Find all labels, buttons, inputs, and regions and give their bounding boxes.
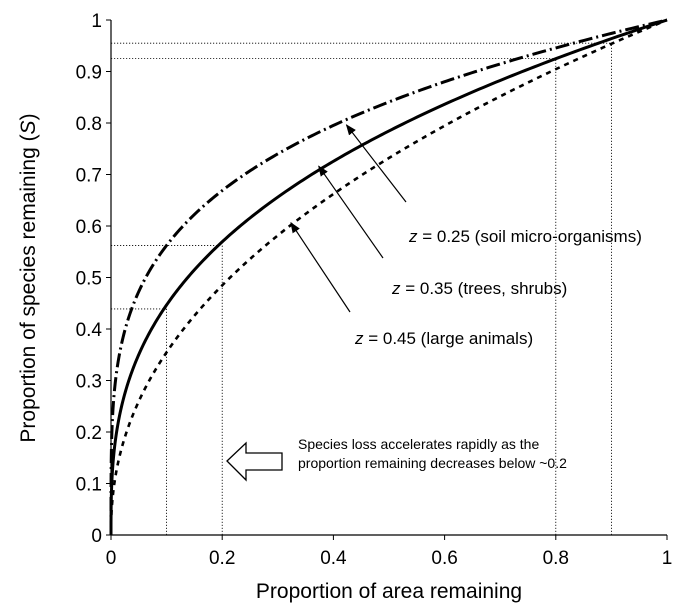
- x-tick-label: 0.2: [209, 548, 235, 569]
- y-axis-title-prefix: Proportion of species remaining (: [17, 134, 40, 442]
- y-tick-label: 0: [91, 526, 102, 547]
- x-tick-label: 1: [662, 548, 673, 569]
- annotation-label-z-0-35: z = 0.35 (trees, shrubs): [391, 279, 567, 298]
- series-curves: [109, 18, 668, 535]
- y-tick-label: 0.1: [76, 475, 102, 496]
- y-axis-title: Proportion of species remaining (S): [17, 113, 40, 442]
- tick-labels: 0 0.2 0.4 0.6 0.8 1 0 0.1 0.2 0.3 0.4 0.5 0.6 0.7 0.8 0…: [76, 11, 673, 569]
- y-tick-label: 1: [91, 11, 102, 32]
- annotation-text: = 0.25 (soil micro-organisms): [418, 227, 642, 246]
- y-tick-label: 0.8: [76, 114, 102, 135]
- annotation-label-z-0-25: z = 0.25 (soil micro-organisms): [408, 227, 642, 246]
- y-axis-title-suffix: ): [17, 113, 40, 120]
- x-tick-label: 0.4: [320, 548, 347, 569]
- annotation-arrow: [345, 124, 407, 203]
- y-tick-label: 0.3: [76, 372, 102, 393]
- series-line-z-0-25: [109, 18, 668, 535]
- note-line-2: proportion remaining decreases below ~0.…: [298, 455, 567, 471]
- y-tick-label: 0.5: [76, 269, 102, 290]
- x-axis-title: Proportion of area remaining: [256, 580, 522, 603]
- annotation-arrow: [318, 165, 384, 259]
- annotation-var: z: [391, 279, 401, 298]
- note-line-1: Species loss accelerates rapidly as the: [298, 436, 539, 452]
- annotation-label-z-0-45: z = 0.45 (large animals): [354, 329, 533, 348]
- x-tick-label: 0.8: [543, 548, 569, 569]
- annotation-var: z: [354, 329, 364, 348]
- annotation-text: = 0.45 (large animals): [364, 329, 534, 348]
- reference-lines: [111, 42, 612, 535]
- y-axis-title-var: S: [17, 120, 40, 134]
- y-tick-label: 0.4: [76, 320, 103, 341]
- series-line-z-0-35: [109, 18, 668, 535]
- y-tick-label: 0.7: [76, 166, 102, 187]
- y-tick-label: 0.2: [76, 423, 102, 444]
- left-arrow-icon: [226, 441, 283, 482]
- note-box: Species loss accelerates rapidly as the …: [226, 436, 567, 482]
- y-tick-label: 0.9: [76, 63, 102, 84]
- x-tick-label: 0.6: [431, 548, 457, 569]
- annotation-var: z: [408, 227, 418, 246]
- annotations: z = 0.25 (soil micro-organisms)z = 0.35 …: [290, 124, 642, 348]
- annotation-text: = 0.35 (trees, shrubs): [401, 279, 568, 298]
- y-tick-label: 0.6: [76, 217, 102, 238]
- annotation-arrow: [290, 221, 351, 313]
- x-tick-label: 0: [106, 548, 117, 569]
